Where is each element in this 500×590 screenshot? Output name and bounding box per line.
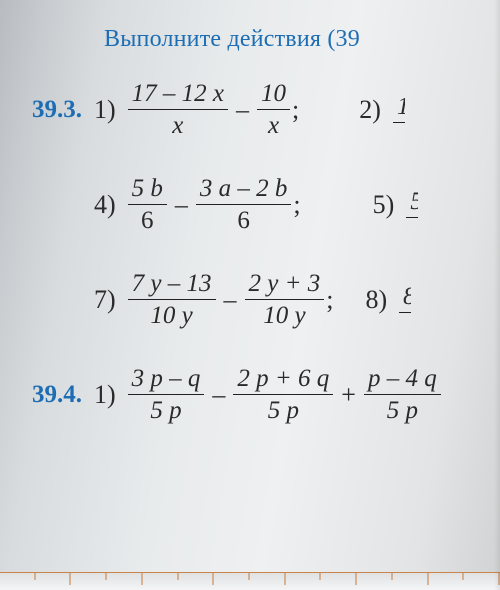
ruler-tick <box>286 573 322 580</box>
fraction-cutoff: 5 <box>406 189 418 221</box>
exercise-row: 39.4. 1) 3 p – q 5 p – 2 p + 6 q 5 p + p… <box>0 366 500 423</box>
numerator: p – 4 q <box>364 366 441 395</box>
ruler-tick <box>0 573 36 580</box>
ruler-tick <box>321 573 357 585</box>
ruler-tick <box>393 573 429 585</box>
fraction-cutoff: 1 <box>393 94 405 126</box>
ruler-edge <box>0 572 500 590</box>
problem-5: 5) 5 <box>373 189 421 221</box>
plus-op: + <box>335 380 362 410</box>
problem-index: 7) <box>94 285 116 315</box>
denominator: 5 p <box>146 395 185 423</box>
problem-1: 1) 17 – 12 x x – 10 x ; <box>94 81 299 138</box>
ruler-tick <box>429 573 465 580</box>
ruler-tick <box>143 573 179 580</box>
ruler-tick <box>71 573 107 580</box>
denominator: x <box>168 110 187 138</box>
fraction: 2 p + 6 q 5 p <box>233 366 333 423</box>
numerator: 10 <box>257 81 290 110</box>
denominator: 5 p <box>383 395 422 423</box>
problem-2: 2) 1 <box>359 94 407 126</box>
denominator: 5 p <box>264 395 303 423</box>
ruler-tick <box>179 573 215 585</box>
fraction: 2 y + 3 10 y <box>245 271 325 328</box>
numerator: 17 – 12 x <box>128 81 228 110</box>
ruler-tick <box>357 573 393 580</box>
minus-op: – <box>206 380 231 410</box>
numerator: 2 p + 6 q <box>233 366 333 395</box>
exercise-row: . 7) 7 y – 13 10 y – 2 y + 3 10 y ; 8) 8 <box>0 271 500 328</box>
problem-1: 1) 3 p – q 5 p – 2 p + 6 q 5 p + p – 4 q… <box>94 366 443 423</box>
problem-index: 8) <box>365 285 387 315</box>
numerator: 5 b <box>128 176 167 205</box>
terminator: ; <box>292 95 299 125</box>
fraction-cutoff: 8 <box>399 284 411 316</box>
denominator: 6 <box>233 205 254 233</box>
problem-index: 1) <box>94 380 116 410</box>
exercise-number: 39.3. <box>8 96 94 124</box>
exercise-row: . 4) 5 b 6 – 3 a – 2 b 6 ; 5) 5 <box>0 176 500 233</box>
numerator: 7 y – 13 <box>128 271 216 300</box>
denominator: 10 y <box>259 300 309 328</box>
ruler-tick <box>250 573 286 585</box>
minus-op: – <box>230 95 255 125</box>
ruler-tick <box>107 573 143 585</box>
page-cut-shadow <box>494 0 500 590</box>
numerator: 3 a – 2 b <box>196 176 292 205</box>
problem-index: 1) <box>94 95 116 125</box>
problem-index: 4) <box>94 190 116 220</box>
minus-op: – <box>218 285 243 315</box>
terminator: ; <box>293 190 300 220</box>
numerator: 8 <box>399 284 411 313</box>
denominator: 6 <box>137 205 158 233</box>
exercise-row: 39.3. 1) 17 – 12 x x – 10 x ; 2) 1 <box>0 81 500 138</box>
fraction: 7 y – 13 10 y <box>128 271 216 328</box>
fraction: 17 – 12 x x <box>128 81 228 138</box>
ruler-tick <box>36 573 72 585</box>
fraction: 5 b 6 <box>128 176 167 233</box>
section-header: Выполните действия (39 <box>104 26 500 53</box>
terminator: ; <box>326 285 333 315</box>
numerator: 3 p – q <box>128 366 205 395</box>
numerator: 1 <box>393 94 405 123</box>
problem-8: 8) 8 <box>365 284 413 316</box>
denominator <box>393 123 405 126</box>
problem-index: 2) <box>359 95 381 125</box>
denominator <box>406 218 418 221</box>
ruler-tick <box>214 573 250 580</box>
denominator: 10 y <box>146 300 196 328</box>
numerator: 5 <box>406 189 418 218</box>
fraction: 3 a – 2 b 6 <box>196 176 292 233</box>
denominator: x <box>264 110 283 138</box>
problem-4: 4) 5 b 6 – 3 a – 2 b 6 ; <box>94 176 301 233</box>
problem-7: 7) 7 y – 13 10 y – 2 y + 3 10 y ; <box>94 271 333 328</box>
denominator <box>399 313 411 316</box>
numerator: 2 y + 3 <box>245 271 325 300</box>
textbook-page: Выполните действия (39 39.3. 1) 17 – 12 … <box>0 0 500 590</box>
problem-index: 5) <box>373 190 395 220</box>
fraction: 3 p – q 5 p <box>128 366 205 423</box>
fraction: 10 x <box>257 81 290 138</box>
exercise-number: 39.4. <box>8 381 94 409</box>
minus-op: – <box>169 190 194 220</box>
fraction: p – 4 q 5 p <box>364 366 441 423</box>
